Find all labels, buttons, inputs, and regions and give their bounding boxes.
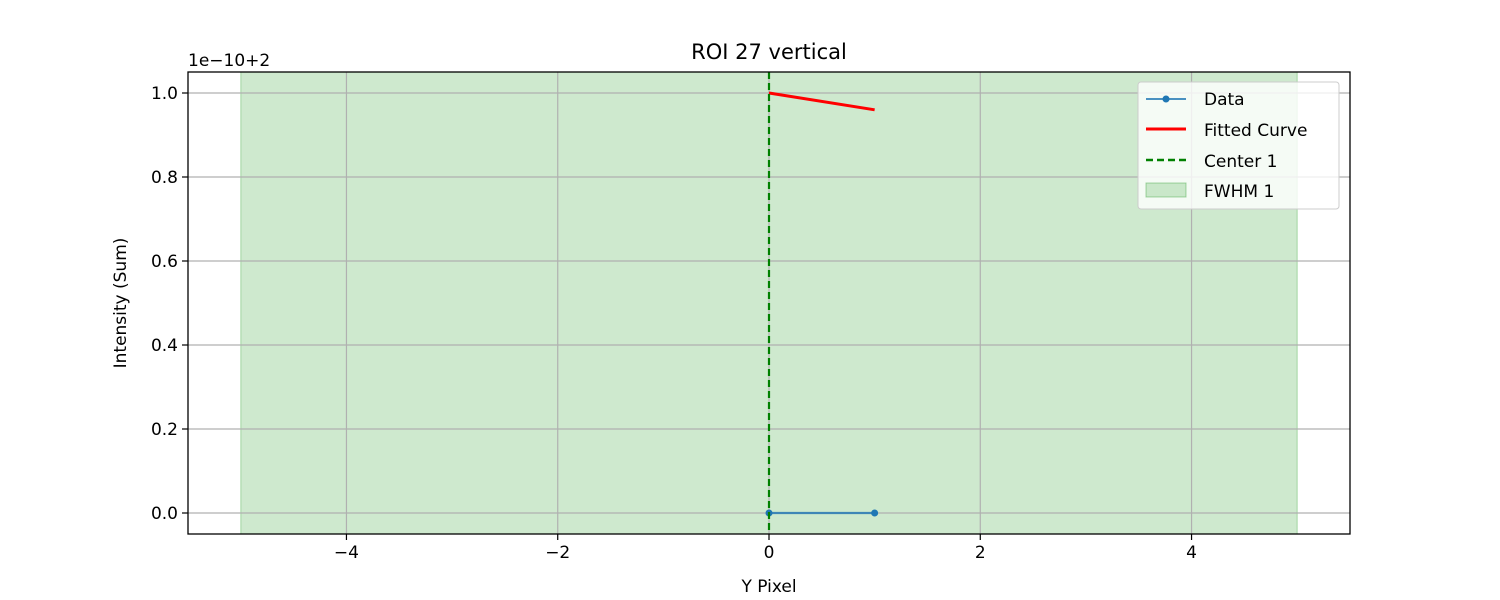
y-tick-label: 0.4 bbox=[151, 336, 178, 356]
legend-label-fwhm: FWHM 1 bbox=[1204, 182, 1274, 202]
fitted-curve-line bbox=[768, 91, 875, 112]
y-tick-label: 0.2 bbox=[151, 420, 178, 440]
series-layer bbox=[765, 72, 879, 534]
legend-label-center: Center 1 bbox=[1204, 152, 1277, 172]
legend-label-fitted: Fitted Curve bbox=[1204, 121, 1307, 141]
data-point bbox=[871, 509, 879, 517]
x-tick-label: −2 bbox=[545, 543, 570, 563]
x-tick-label: −4 bbox=[334, 543, 359, 563]
x-tick-label: 4 bbox=[1186, 543, 1197, 563]
legend-box bbox=[1137, 81, 1340, 210]
legend-label-data: Data bbox=[1204, 90, 1245, 110]
y-tick-label: 1.0 bbox=[151, 84, 178, 104]
x-tick-label: 0 bbox=[764, 543, 775, 563]
legend: Data Fitted Curve Center 1 FWHM 1 bbox=[1137, 81, 1340, 210]
y-tick-label: 0.8 bbox=[151, 168, 178, 188]
chart-title: ROI 27 vertical bbox=[691, 40, 847, 64]
x-axis-label: Y Pixel bbox=[740, 577, 796, 597]
y-tick-label: 0.0 bbox=[151, 504, 178, 524]
y-axis-label: Intensity (Sum) bbox=[111, 238, 131, 369]
legend-fwhm-swatch bbox=[1145, 182, 1187, 198]
y-offset-label: 1e−10+2 bbox=[188, 51, 270, 71]
legend-data-marker bbox=[1162, 95, 1170, 103]
y-tick-label: 0.6 bbox=[151, 252, 178, 272]
x-tick-label: 2 bbox=[975, 543, 986, 563]
x-axis-ticks: −4 −2 0 2 4 bbox=[334, 534, 1197, 563]
y-axis-ticks: 0.0 0.2 0.4 0.6 0.8 1.0 bbox=[151, 84, 188, 524]
